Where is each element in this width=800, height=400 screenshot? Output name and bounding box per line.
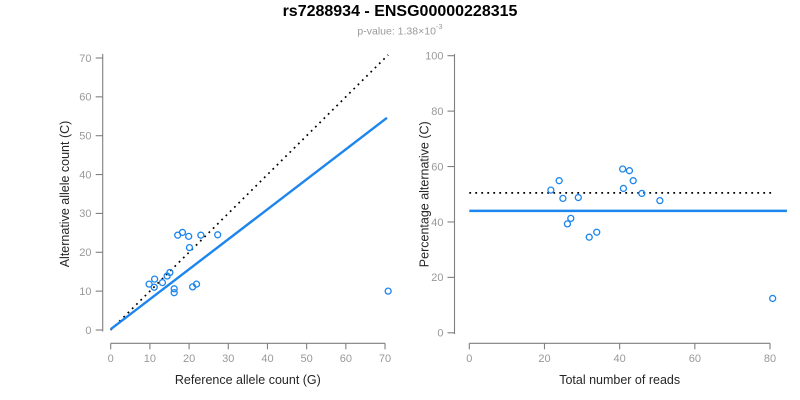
data-point — [185, 243, 194, 252]
data-point — [625, 167, 634, 175]
data-point — [629, 177, 637, 185]
data-point — [166, 268, 174, 277]
data-point — [170, 285, 178, 293]
data-point — [178, 228, 187, 237]
y-tick-label: 50 — [79, 131, 91, 143]
data-point — [585, 233, 593, 241]
data-point — [384, 287, 392, 295]
y-tick-label: 80 — [431, 106, 443, 118]
data-point — [593, 228, 601, 236]
x-tick-label: 50 — [301, 353, 313, 365]
x-tick-label: 10 — [144, 353, 156, 365]
data-point — [145, 280, 153, 288]
y-tick-label: 0 — [437, 328, 443, 340]
data-point — [150, 275, 159, 283]
page-subtitle: p-value: 1.38×10-3 — [0, 22, 800, 38]
pvalue-exponent: -3 — [435, 22, 443, 31]
data-point — [656, 196, 664, 205]
x-axis-title: Reference allele count (G) — [175, 373, 321, 387]
data-point — [555, 177, 563, 185]
data-point — [150, 283, 158, 291]
y-axis-title: Percentage alternative (C) — [418, 121, 432, 267]
pvalue-label: p-value: — [357, 25, 398, 38]
data-point — [769, 294, 777, 303]
x-tick-label: 20 — [538, 353, 550, 365]
data-point — [214, 231, 222, 239]
y-tick-label: 20 — [431, 272, 443, 284]
pvalue-value: 1.38×10 — [397, 25, 436, 38]
data-point — [563, 220, 572, 228]
data-point — [619, 184, 628, 193]
x-tick-label: 30 — [222, 353, 234, 365]
data-point — [547, 186, 555, 194]
right-plot: 0 20 40 60 80 100 0 20 40 60 80 Total number of rea… — [418, 51, 787, 387]
y-tick-label: 100 — [425, 51, 443, 63]
x-tick-label: 60 — [340, 353, 352, 365]
page-title: rs7288934 - ENSG00000228315 — [282, 3, 518, 20]
x-tick-label: 0 — [108, 353, 114, 365]
y-tick-label: 60 — [79, 92, 91, 104]
data-point — [197, 231, 205, 239]
x-tick-label: 40 — [614, 353, 626, 365]
data-point — [158, 278, 167, 287]
x-tick-label: 60 — [689, 353, 701, 365]
y-axis-title: Alternative allele count (C) — [58, 121, 72, 268]
identity-line — [110, 54, 389, 331]
data-point — [185, 232, 193, 240]
x-tick-label: 40 — [261, 353, 273, 365]
y-tick-label: 0 — [85, 325, 91, 337]
x-tick-label: 0 — [466, 353, 472, 365]
data-point — [574, 193, 582, 202]
fit-line — [109, 116, 388, 331]
data-point — [567, 214, 575, 223]
x-axis-title: Total number of reads — [559, 373, 680, 387]
y-tick-label: 40 — [79, 169, 91, 181]
data-point — [619, 165, 627, 173]
data-point — [638, 189, 646, 198]
data-point — [170, 289, 178, 297]
y-tick-label: 20 — [79, 247, 91, 259]
y-tick-label: 30 — [79, 208, 91, 220]
y-tick-label: 40 — [431, 217, 443, 229]
y-tick-label: 60 — [431, 161, 443, 173]
x-tick-label: 20 — [183, 353, 195, 365]
y-tick-label: 70 — [79, 53, 91, 65]
x-tick-label: 70 — [379, 353, 391, 365]
data-point — [192, 280, 201, 288]
data-point — [559, 194, 567, 203]
left-plot: 0 10 20 30 40 50 60 70 0 10 20 30 40 50 60 70 Reference … — [58, 53, 392, 387]
y-tick-label: 10 — [79, 286, 91, 298]
x-tick-label: 80 — [764, 353, 776, 365]
